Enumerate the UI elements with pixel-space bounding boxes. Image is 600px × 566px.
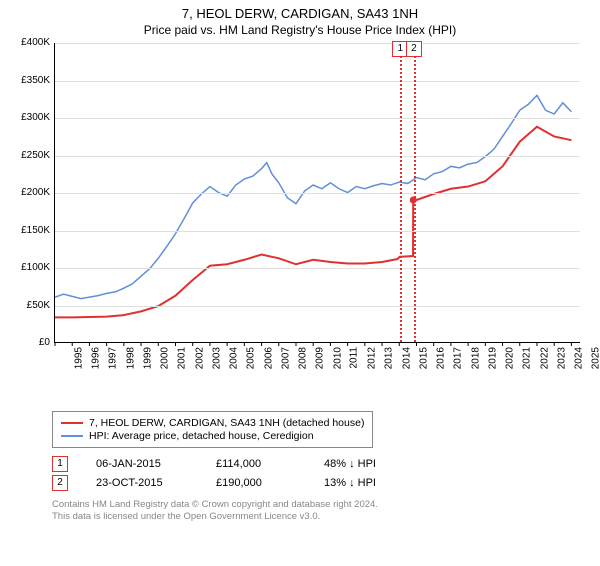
sale-marker-2: 2 [406,41,422,57]
sale-row: 1 06-JAN-2015 £114,000 48% ↓ HPI [52,456,600,472]
x-axis-label: 2008 [297,347,308,369]
x-axis-label: 1998 [125,347,136,369]
chart-area: 12 £0£50K£100K£150K£200K£250K£300K£350K£… [10,43,590,373]
sale-row: 2 23-OCT-2015 £190,000 13% ↓ HPI [52,475,600,491]
footer-line-1: Contains HM Land Registry data © Crown c… [52,499,600,511]
legend-swatch [61,422,83,424]
chart-container: 7, HEOL DERW, CARDIGAN, SA43 1NH Price p… [0,6,600,566]
x-axis-label: 2018 [470,347,481,369]
y-axis-label: £150K [14,225,50,236]
x-axis-label: 2019 [487,347,498,369]
attribution: Contains HM Land Registry data © Crown c… [52,499,600,524]
y-axis-label: £0 [14,337,50,348]
x-axis-label: 2022 [539,347,550,369]
x-axis-label: 2017 [453,347,464,369]
chart-subtitle: Price paid vs. HM Land Registry's House … [0,23,600,37]
x-axis-label: 2004 [228,347,239,369]
legend-label: HPI: Average price, detached house, Cere… [89,430,314,442]
x-axis-label: 1996 [90,347,101,369]
x-axis-label: 1997 [108,347,119,369]
y-axis-label: £250K [14,150,50,161]
sale-price: £190,000 [216,477,296,489]
x-axis-label: 2013 [384,347,395,369]
x-axis-label: 2009 [315,347,326,369]
x-axis-label: 2007 [280,347,291,369]
x-axis-label: 2020 [504,347,515,369]
x-axis-label: 2000 [159,347,170,369]
y-axis-label: £300K [14,112,50,123]
x-axis-label: 2014 [401,347,412,369]
sales-table: 1 06-JAN-2015 £114,000 48% ↓ HPI 2 23-OCT-201… [52,456,600,491]
sale-price: £114,000 [216,458,296,470]
x-axis-label: 2021 [522,347,533,369]
footer-line-2: This data is licensed under the Open Gov… [52,511,600,523]
x-axis-label: 2015 [418,347,429,369]
x-axis-label: 2005 [246,347,257,369]
plot-area: 12 [54,43,580,343]
y-axis-label: £200K [14,187,50,198]
sale-date: 23-OCT-2015 [96,477,188,489]
sale-date: 06-JAN-2015 [96,458,188,470]
x-axis-label: 2023 [556,347,567,369]
x-axis-label: 2010 [332,347,343,369]
legend-item: 7, HEOL DERW, CARDIGAN, SA43 1NH (detach… [61,417,364,429]
x-axis-label: 1999 [142,347,153,369]
y-axis-label: £50K [14,300,50,311]
sale-index-box: 2 [52,475,68,491]
sale-hpi-diff: 48% ↓ HPI [324,458,424,470]
x-axis-label: 2016 [435,347,446,369]
legend: 7, HEOL DERW, CARDIGAN, SA43 1NH (detach… [52,411,373,448]
x-axis-label: 2001 [177,347,188,369]
x-axis-label: 2002 [194,347,205,369]
legend-label: 7, HEOL DERW, CARDIGAN, SA43 1NH (detach… [89,417,364,429]
x-axis-label: 2012 [366,347,377,369]
legend-swatch [61,435,83,437]
x-axis-label: 2024 [573,347,584,369]
y-axis-label: £350K [14,75,50,86]
chart-title: 7, HEOL DERW, CARDIGAN, SA43 1NH [0,6,600,21]
x-axis-label: 2025 [591,347,600,369]
x-axis-label: 2011 [348,347,359,369]
legend-item: HPI: Average price, detached house, Cere… [61,430,364,442]
x-axis-label: 2006 [263,347,274,369]
x-axis-label: 2003 [211,347,222,369]
sale-index-box: 1 [52,456,68,472]
x-axis-label: 1995 [73,347,84,369]
y-axis-label: £400K [14,37,50,48]
sale-hpi-diff: 13% ↓ HPI [324,477,424,489]
y-axis-label: £100K [14,262,50,273]
